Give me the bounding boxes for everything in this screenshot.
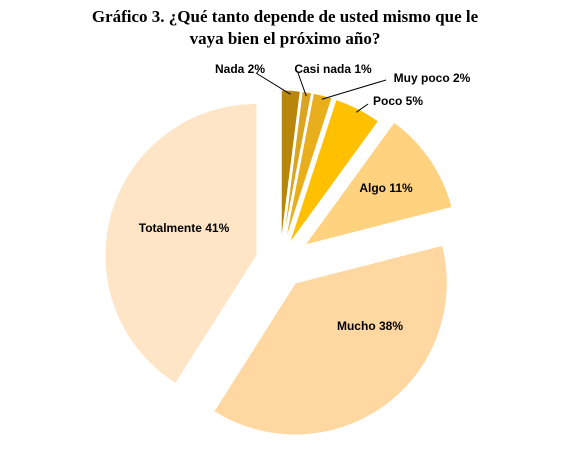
data-label-mucho: Mucho 38% bbox=[337, 319, 403, 333]
data-label-poco: Poco 5% bbox=[373, 94, 423, 108]
pie-slice-casi-nada bbox=[282, 90, 313, 243]
data-label-muy-poco: Muy poco 2% bbox=[394, 71, 471, 85]
leader-line-casi-nada bbox=[297, 72, 307, 97]
chart-title-line-1: Gráfico 3. ¿Qué tanto depende de usted m… bbox=[91, 7, 479, 26]
leader-line-nada bbox=[255, 72, 291, 95]
pie-slice-muy-poco bbox=[284, 92, 333, 243]
chart-title-line-2: vaya bien el próximo año? bbox=[189, 29, 381, 48]
pie-slice-mucho bbox=[213, 244, 448, 436]
pie-slice-nada bbox=[280, 89, 301, 243]
data-label-algo: Algo 11% bbox=[359, 181, 413, 195]
pie-slice-totalmente bbox=[104, 102, 258, 385]
leader-line-poco bbox=[355, 103, 369, 113]
data-label-nada: Nada 2% bbox=[215, 62, 265, 76]
pie-slice-poco bbox=[288, 98, 380, 245]
chart-title: Gráfico 3. ¿Qué tanto depende de usted m… bbox=[0, 6, 570, 50]
leader-line-muy-poco bbox=[321, 79, 387, 100]
pie-slice-algo bbox=[303, 121, 453, 246]
data-label-totalmente: Totalmente 41% bbox=[139, 221, 230, 235]
data-label-casi-nada: Casi nada 1% bbox=[294, 62, 372, 76]
